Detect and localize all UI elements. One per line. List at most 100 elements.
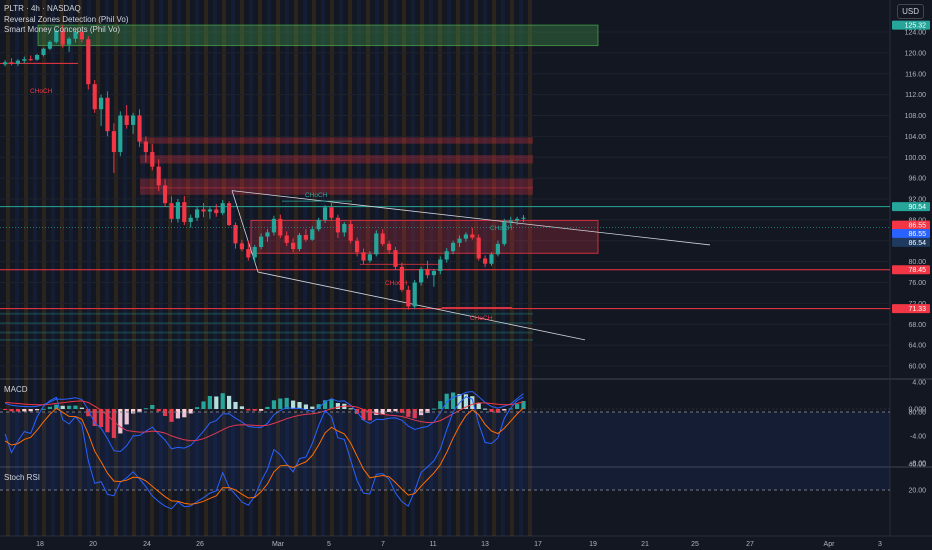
session-band (15, 0, 19, 536)
candle-body (227, 203, 232, 226)
candle-body (73, 32, 78, 39)
candle-body (156, 166, 161, 186)
candle-body (86, 39, 91, 85)
time-tick-label: 7 (381, 541, 385, 548)
macd-histogram-bar (182, 409, 187, 418)
symbol-title: PLTR · 4h · NASDAQ (4, 4, 81, 13)
choch-label: CHoCH (470, 315, 493, 322)
session-band (150, 0, 154, 536)
macd-histogram-bar (163, 409, 168, 416)
price-tick-label: 116.00 (905, 71, 926, 78)
macd-histogram-bar (175, 409, 180, 419)
session-band (321, 0, 325, 536)
macd-histogram-bar (303, 404, 308, 409)
candle-body (463, 234, 468, 239)
macd-histogram-bar (28, 409, 33, 412)
macd-histogram-bar (131, 409, 136, 414)
price-tag-label: 86.54 (908, 240, 926, 247)
candle-body (163, 185, 168, 204)
price-tick-label: 76.00 (908, 280, 926, 287)
macd-histogram-bar (79, 407, 84, 409)
time-tick-label: 26 (196, 541, 204, 548)
candle-body (515, 218, 520, 221)
candle-body (169, 203, 174, 219)
session-band (276, 0, 280, 536)
macd-histogram-bar (265, 406, 270, 409)
indicator-smart-money[interactable]: Smart Money Concepts (Phil Vo) (4, 25, 121, 34)
macd-histogram-bar (227, 395, 232, 409)
macd-histogram-bar (137, 409, 142, 413)
macd-histogram-bar (316, 404, 321, 409)
macd-histogram-bar (188, 409, 193, 414)
session-band (123, 0, 127, 536)
macd-histogram-bar (271, 400, 276, 409)
session-band (60, 0, 64, 536)
session-band (240, 0, 244, 536)
supply-demand-zone (37, 24, 599, 47)
candle-body (419, 268, 424, 283)
macd-histogram-bar (367, 409, 372, 421)
resistance-zone (140, 186, 533, 195)
macd-histogram-bar (143, 408, 148, 410)
stoch-tick-label: 80.00 (908, 410, 926, 417)
candle-body (355, 240, 360, 253)
price-tick-label: 92.00 (908, 197, 926, 204)
candle-body (28, 59, 33, 61)
session-band (339, 0, 343, 536)
session-band (87, 0, 91, 536)
macd-histogram-bar (246, 409, 251, 411)
price-tag (892, 265, 930, 275)
macd-histogram-bar (457, 394, 462, 409)
candle-body (348, 224, 353, 241)
macd-histogram-bar (380, 409, 385, 415)
currency-button[interactable]: USD (897, 4, 924, 19)
time-tick-label: Mar (272, 541, 285, 548)
candle-body (111, 131, 116, 153)
candle-body (399, 266, 404, 290)
macd-histogram-bar (291, 400, 296, 409)
stoch-rsi-pane-title: Stoch RSI (4, 473, 41, 482)
candle-body (310, 229, 315, 240)
indicator-reversal-zones[interactable]: Reversal Zones Detection (Phil Vo) (4, 15, 129, 24)
time-tick-label: 27 (746, 541, 754, 548)
macd-histogram-bar (406, 409, 411, 417)
price-tag-label: 78.45 (908, 267, 926, 274)
macd-histogram-bar (220, 393, 225, 409)
macd-histogram-bar (259, 409, 264, 411)
candle-body (431, 271, 436, 276)
candle-body (9, 62, 14, 64)
time-tick-label: 25 (691, 541, 699, 548)
time-tick-label: 21 (641, 541, 649, 548)
choch-label: CHoCH (305, 192, 328, 199)
macd-histogram-bar (323, 400, 328, 409)
macd-histogram-bar (515, 404, 520, 409)
candle-body (271, 218, 276, 233)
choch-label: CHoCH (490, 225, 513, 232)
session-band (141, 0, 145, 536)
candle-body (195, 209, 200, 218)
trendline-connector (231, 190, 259, 273)
time-tick-label: 19 (589, 541, 597, 548)
session-band (519, 0, 523, 536)
session-band (69, 0, 73, 536)
candle-body (15, 60, 20, 64)
candle-body (131, 115, 136, 125)
session-band (429, 0, 433, 536)
resistance-zone (140, 137, 533, 144)
session-band (204, 0, 208, 536)
macd-histogram-bar (387, 409, 392, 412)
candle-body (35, 54, 40, 60)
candle-body (265, 232, 270, 237)
price-tick-label: 68.00 (908, 322, 926, 329)
session-band (456, 0, 460, 536)
candle-body (150, 152, 155, 167)
macd-tick-label: -4.00 (910, 434, 926, 441)
session-band (312, 0, 316, 536)
candle-body (303, 235, 308, 240)
candle-body (92, 84, 97, 110)
candle-body (22, 59, 27, 61)
macd-histogram-bar (156, 409, 161, 412)
macd-histogram-bar (124, 409, 129, 425)
candle-body (489, 254, 494, 264)
